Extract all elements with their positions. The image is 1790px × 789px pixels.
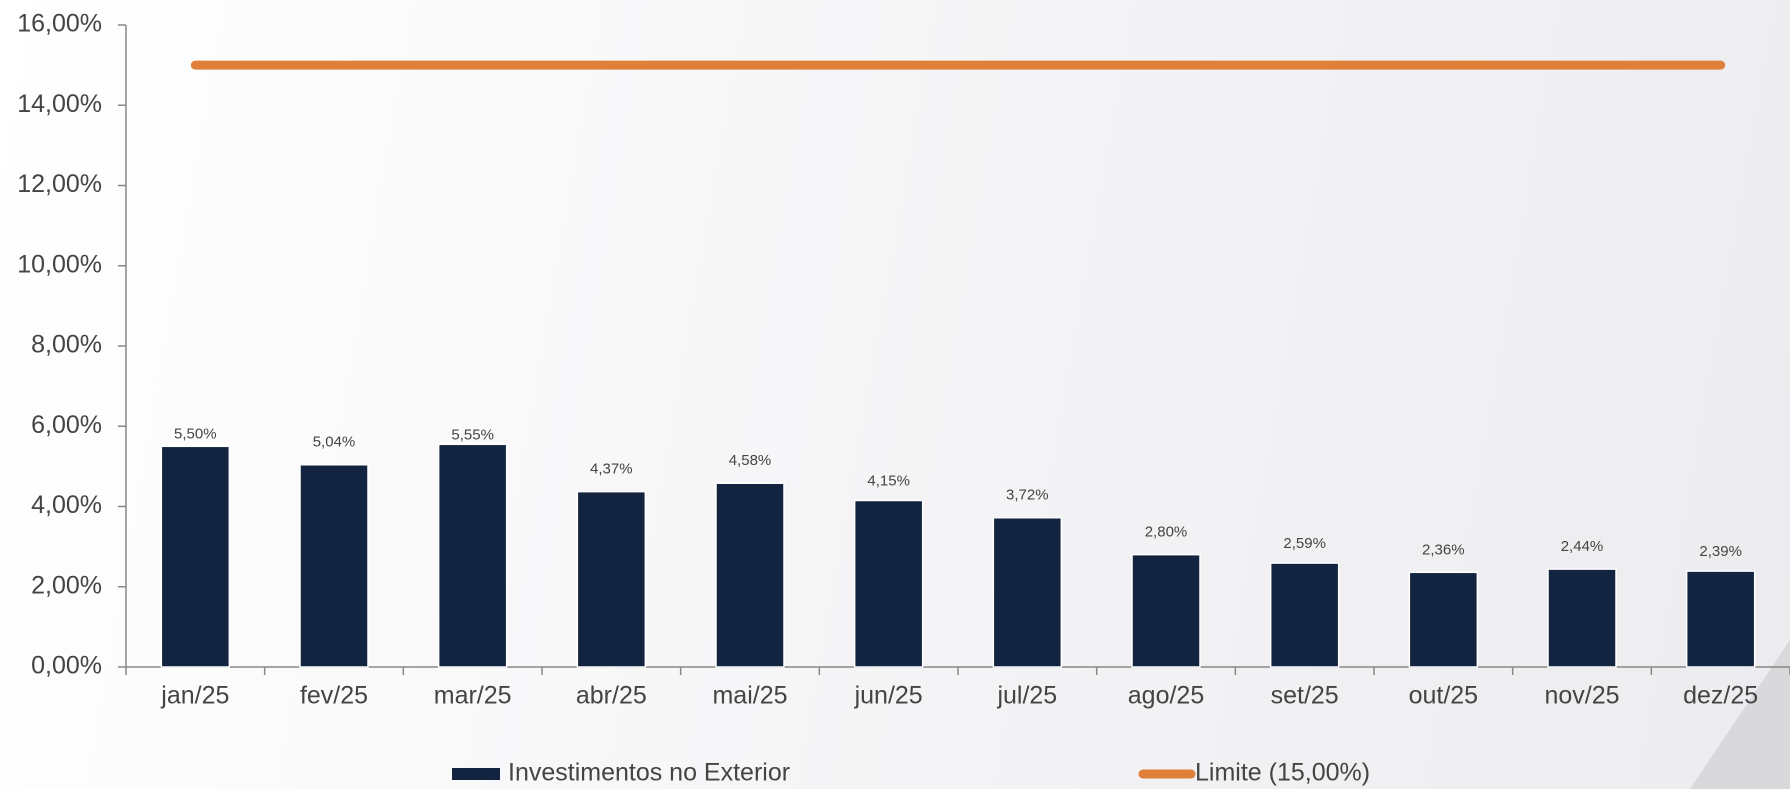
- data-label: 4,58%: [729, 452, 772, 469]
- bar: [437, 443, 508, 668]
- data-label: 3,72%: [1006, 487, 1049, 504]
- bar: [853, 499, 924, 668]
- x-tick-label: jun/25: [854, 682, 923, 710]
- y-tick-label: 14,00%: [17, 90, 102, 118]
- data-label: 2,44%: [1561, 538, 1604, 555]
- data-label: 5,55%: [451, 426, 494, 443]
- x-tick-label: abr/25: [576, 682, 647, 710]
- bar: [1685, 570, 1756, 668]
- y-tick-label: 8,00%: [31, 331, 102, 359]
- bar: [160, 445, 231, 668]
- legend-swatch: [452, 768, 500, 780]
- x-tick-label: ago/25: [1128, 682, 1204, 710]
- data-label: 4,37%: [590, 461, 633, 478]
- legend-label: Limite (15,00%): [1195, 759, 1370, 787]
- y-tick-label: 0,00%: [31, 652, 102, 680]
- bar: [992, 516, 1063, 668]
- y-tick-label: 6,00%: [31, 411, 102, 439]
- y-tick-label: 16,00%: [17, 10, 102, 38]
- y-tick-label: 4,00%: [31, 491, 102, 519]
- decoration: [1690, 640, 1790, 789]
- data-label: 2,39%: [1699, 543, 1742, 560]
- data-label: 2,36%: [1422, 541, 1465, 558]
- x-tick-label: jan/25: [160, 682, 229, 710]
- bar: [715, 482, 785, 668]
- bar: [1269, 562, 1340, 668]
- data-label: 2,59%: [1283, 535, 1326, 552]
- x-tick-label: nov/25: [1544, 682, 1619, 710]
- data-label: 2,80%: [1145, 524, 1188, 541]
- data-label: 5,04%: [313, 434, 356, 451]
- x-tick-label: dez/25: [1683, 682, 1758, 710]
- data-label: 4,15%: [867, 472, 910, 489]
- bar: [299, 464, 369, 668]
- x-tick-label: set/25: [1271, 682, 1339, 710]
- y-tick-label: 12,00%: [17, 170, 102, 198]
- x-tick-label: mai/25: [712, 682, 787, 710]
- data-label: 5,50%: [174, 425, 217, 442]
- bar: [1547, 568, 1617, 668]
- y-tick-label: 10,00%: [17, 250, 102, 278]
- x-tick-label: fev/25: [300, 682, 368, 710]
- x-tick-label: jul/25: [996, 682, 1057, 710]
- bar: [1408, 571, 1479, 668]
- bar: [576, 490, 647, 668]
- legend-label: Investimentos no Exterior: [508, 759, 790, 787]
- x-tick-label: mar/25: [434, 682, 512, 710]
- x-tick-label: out/25: [1409, 682, 1479, 710]
- y-tick-label: 2,00%: [31, 571, 102, 599]
- bar: [1131, 553, 1201, 668]
